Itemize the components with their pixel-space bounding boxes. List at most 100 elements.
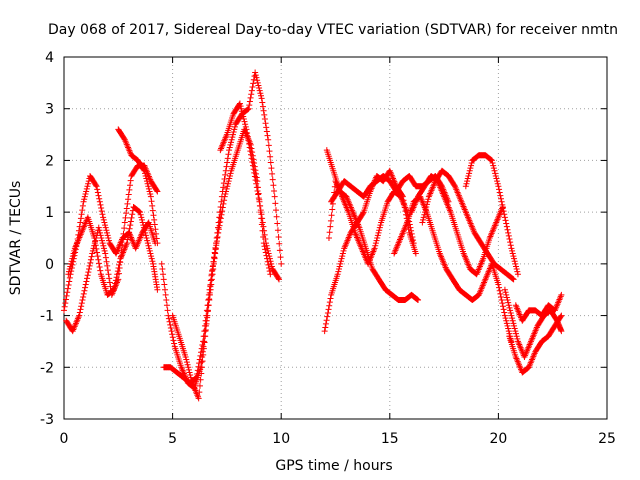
data-point bbox=[83, 185, 90, 192]
data-point bbox=[64, 285, 71, 292]
data-point bbox=[259, 99, 266, 106]
data-point bbox=[124, 236, 131, 243]
data-point bbox=[334, 271, 341, 278]
data-point bbox=[97, 229, 104, 236]
data-point bbox=[424, 198, 431, 205]
data-point bbox=[328, 212, 335, 219]
data-point bbox=[119, 242, 126, 249]
data-point bbox=[244, 133, 251, 140]
data-point bbox=[335, 268, 342, 275]
data-point bbox=[254, 77, 261, 84]
data-point bbox=[269, 176, 276, 183]
data-point bbox=[94, 186, 101, 193]
data-point bbox=[512, 330, 519, 337]
data-point bbox=[61, 303, 68, 310]
data-point bbox=[206, 296, 213, 303]
data-point bbox=[103, 258, 110, 265]
data-point bbox=[488, 157, 495, 164]
data-point bbox=[278, 260, 285, 267]
data-point bbox=[140, 224, 147, 231]
y-tick-label: -1 bbox=[40, 309, 54, 325]
data-point bbox=[335, 266, 342, 273]
data-point bbox=[252, 69, 259, 76]
data-point bbox=[420, 214, 427, 221]
data-point bbox=[141, 167, 148, 174]
data-point bbox=[79, 297, 86, 304]
data-point bbox=[208, 271, 215, 278]
data-point bbox=[185, 366, 192, 373]
data-point bbox=[264, 258, 271, 265]
data-point bbox=[153, 230, 160, 237]
data-point bbox=[340, 247, 347, 254]
data-point bbox=[512, 263, 519, 270]
data-point bbox=[98, 235, 105, 241]
data-point bbox=[376, 224, 383, 231]
data-point bbox=[468, 162, 475, 169]
data-point bbox=[245, 137, 252, 144]
data-point bbox=[63, 292, 70, 299]
data-point bbox=[506, 304, 513, 311]
data-point bbox=[120, 230, 127, 237]
data-point bbox=[257, 90, 264, 97]
data-point bbox=[96, 263, 103, 270]
data-point bbox=[187, 372, 194, 379]
data-point bbox=[263, 128, 270, 135]
data-point bbox=[250, 166, 257, 173]
data-point bbox=[104, 262, 111, 269]
data-point bbox=[162, 291, 169, 298]
data-point bbox=[509, 247, 516, 254]
data-point bbox=[219, 208, 226, 215]
data-point bbox=[105, 235, 112, 241]
data-point bbox=[259, 215, 266, 222]
data-point bbox=[79, 207, 86, 214]
data-point bbox=[271, 193, 278, 200]
data-point bbox=[466, 167, 473, 174]
x-tick-label: 25 bbox=[598, 431, 616, 447]
data-point bbox=[262, 240, 269, 247]
data-point bbox=[97, 267, 104, 274]
data-point bbox=[224, 159, 231, 166]
data-point bbox=[183, 359, 190, 366]
data-point bbox=[84, 275, 91, 282]
data-point bbox=[94, 189, 101, 196]
data-point bbox=[265, 250, 272, 257]
data-point bbox=[494, 180, 501, 187]
data-point bbox=[188, 377, 195, 384]
data-point bbox=[154, 286, 161, 293]
data-point bbox=[248, 91, 255, 98]
series-arc-9 bbox=[321, 167, 419, 335]
data-point bbox=[496, 189, 503, 196]
data-point bbox=[211, 250, 218, 257]
data-point bbox=[253, 74, 260, 81]
data-point bbox=[451, 182, 458, 189]
data-point bbox=[494, 178, 501, 185]
data-point bbox=[509, 275, 516, 282]
data-point bbox=[142, 172, 149, 179]
data-point bbox=[514, 335, 521, 342]
data-point bbox=[97, 232, 104, 239]
series-arc-16 bbox=[462, 152, 521, 278]
data-point bbox=[376, 227, 383, 234]
data-point bbox=[99, 211, 106, 218]
data-point bbox=[323, 317, 330, 324]
data-point bbox=[509, 317, 516, 324]
data-point bbox=[558, 291, 565, 298]
data-point bbox=[246, 140, 253, 147]
data-point bbox=[116, 261, 123, 268]
data-point bbox=[508, 312, 515, 319]
data-point bbox=[500, 208, 507, 215]
data-point bbox=[229, 131, 236, 138]
series-arc-8 bbox=[217, 100, 283, 283]
data-point bbox=[159, 266, 166, 273]
data-point bbox=[216, 222, 223, 229]
data-point bbox=[61, 307, 67, 314]
data-point bbox=[104, 229, 111, 236]
data-point bbox=[106, 279, 113, 286]
data-point bbox=[210, 258, 217, 265]
data-point bbox=[197, 352, 204, 359]
data-point bbox=[92, 238, 99, 245]
data-point bbox=[114, 268, 121, 275]
data-point bbox=[325, 235, 332, 241]
data-point bbox=[160, 271, 167, 278]
